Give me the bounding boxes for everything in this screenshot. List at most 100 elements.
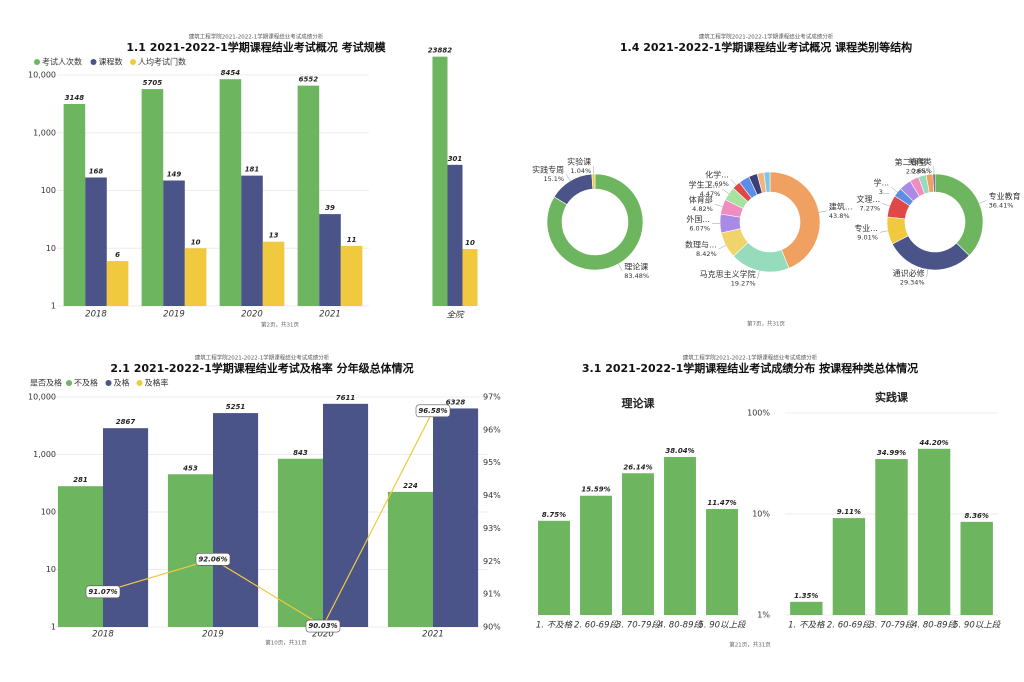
page-header: 建筑工程学院2021-2022-1学期课程结业考试成绩分析 <box>195 354 330 362</box>
bar <box>106 261 129 306</box>
data-label: 38.04% <box>665 447 694 455</box>
x-tick-label: 2020 <box>241 310 263 320</box>
slice-label: 理论课 <box>624 261 648 271</box>
slice-value: 8.42% <box>696 250 717 258</box>
data-label: 168 <box>89 167 104 175</box>
x-tick-label: 5. 90以上段 <box>953 620 1002 631</box>
label-box <box>195 553 231 566</box>
page-title: 1.1 2021-2022-1学期课程结业考试概况 考试规模 <box>126 40 386 54</box>
data-label: 3148 <box>65 94 85 102</box>
leader-line <box>890 187 898 193</box>
y-tick-label: 10 <box>46 244 56 253</box>
y-tick-label: 10,000 <box>28 71 56 80</box>
x-tick-label: 2019 <box>163 310 185 320</box>
line-point-label: 90.03% <box>305 619 341 633</box>
legend-label: 及格率 <box>145 378 169 388</box>
legend-label: 人均考试门数 <box>138 57 186 67</box>
legend-label: 及格 <box>114 378 130 388</box>
bar <box>447 164 463 306</box>
data-label: 91.07% <box>88 588 117 596</box>
page-footer: 第21页，共31页 <box>729 641 771 649</box>
slice-label: 体育部 <box>689 195 713 205</box>
y-tick-label: 100% <box>747 409 770 418</box>
legend-title: 是否及格 <box>30 378 62 388</box>
slice-label: 化学... <box>705 170 729 180</box>
legend-label: 不及格 <box>74 378 98 388</box>
x-tick-label: 3. 70-79段 <box>616 620 662 631</box>
chart-title: 实践课 <box>875 390 909 404</box>
bar <box>213 413 259 627</box>
y2-tick-label: 90% <box>483 623 501 632</box>
leader-line <box>618 263 623 272</box>
page-header: 建筑工程学院2021-2022-1学期课程结业考试成绩分析 <box>683 354 818 362</box>
data-label: 23882 <box>428 47 452 55</box>
leader-line <box>926 269 929 278</box>
page-footer: 第2页，共31页 <box>261 321 299 329</box>
bar <box>580 495 612 615</box>
y-tick-label: 1,000 <box>33 450 56 459</box>
bar <box>184 248 207 306</box>
slice-label: 建筑... <box>829 201 853 211</box>
y-tick-label: 1 <box>51 302 56 311</box>
slice-label: 实践专周 <box>532 165 564 175</box>
legend-marker <box>66 380 72 386</box>
bar <box>664 456 696 615</box>
bar <box>297 85 320 307</box>
page-title: 1.4 2021-2022-1学期课程结业考试概况 课程类别等结构 <box>620 40 912 54</box>
y2-tick-label: 91% <box>483 590 501 599</box>
leader-line <box>819 210 827 213</box>
y2-tick-label: 95% <box>483 458 501 467</box>
donut-slice <box>591 173 596 190</box>
leader-line <box>882 203 890 207</box>
leader-line <box>928 166 930 175</box>
data-label: 6328 <box>446 398 466 406</box>
slice-value: 15.1% <box>543 175 564 183</box>
y-tick-label: 10,000 <box>28 393 56 402</box>
bar <box>219 79 242 306</box>
line-point-label: 91.07% <box>85 585 121 599</box>
line-series <box>102 410 434 627</box>
x-tick-label: 2021 <box>422 630 444 640</box>
legend-marker <box>130 59 136 65</box>
slice-label: 美育类 <box>908 157 932 167</box>
y-tick-label: 100 <box>41 508 56 517</box>
leader-line <box>730 179 737 186</box>
data-label: 8.75% <box>542 511 566 519</box>
x-tick-label: 3. 70-79段 <box>869 620 915 631</box>
x-tick-label: 2021 <box>319 310 341 320</box>
slice-value: 36.41% <box>989 201 1014 209</box>
data-label: 181 <box>245 166 260 174</box>
bar <box>432 56 448 307</box>
data-label: 96.58% <box>418 407 447 415</box>
bar <box>85 177 107 306</box>
data-label: 6552 <box>299 76 319 84</box>
data-label: 8454 <box>221 69 241 77</box>
data-label: 5705 <box>143 79 163 87</box>
bar <box>462 249 478 306</box>
legend-marker <box>90 59 97 65</box>
data-label: 5251 <box>226 403 246 411</box>
x-tick-label: 2018 <box>85 310 107 320</box>
bar <box>622 473 654 615</box>
data-label: 843 <box>293 449 308 457</box>
y-tick-label: 100 <box>41 186 56 195</box>
slice-label: 第二课堂 <box>895 157 927 167</box>
bar <box>277 458 323 627</box>
slice-value: 4.82% <box>692 205 713 213</box>
slice-value: 19.27% <box>731 280 756 288</box>
page-footer: 第7页，共31页 <box>747 320 785 328</box>
donut-slice <box>763 171 771 193</box>
x-tick-label: 5. 90以上段 <box>698 620 747 631</box>
page-title: 3.1 2021-2022-1学期课程结业考试成绩分布 按课程种类总体情况 <box>582 361 918 375</box>
bar <box>163 180 185 306</box>
bar <box>323 403 369 627</box>
legend-marker <box>34 59 40 65</box>
slice-label: 专业... <box>854 223 878 233</box>
bar <box>262 241 285 306</box>
y-tick-label: 10 <box>46 565 56 574</box>
donut-slice <box>891 235 970 271</box>
slice-value: 43.8% <box>829 212 850 220</box>
data-label: 301 <box>448 155 463 163</box>
slice-value: 2.69% <box>708 180 729 188</box>
data-label: 6 <box>115 251 120 259</box>
